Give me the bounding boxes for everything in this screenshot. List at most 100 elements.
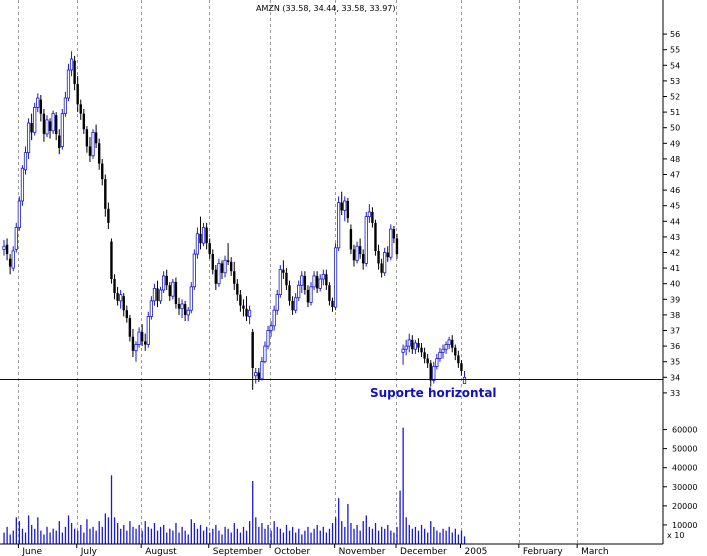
candle bbox=[51, 110, 55, 134]
candle bbox=[146, 311, 150, 348]
candle-body bbox=[294, 297, 298, 311]
price-tick-label: 53 bbox=[670, 77, 680, 86]
volume-bar bbox=[457, 534, 460, 544]
candle bbox=[137, 327, 141, 348]
volume-bar bbox=[371, 528, 374, 544]
candle-body bbox=[247, 309, 252, 317]
candle bbox=[413, 339, 417, 354]
candle-body bbox=[447, 339, 451, 345]
candle bbox=[441, 344, 445, 359]
volume-bar bbox=[144, 521, 146, 544]
candle-body bbox=[168, 285, 171, 297]
candle bbox=[158, 286, 163, 304]
volume-bar bbox=[95, 530, 97, 544]
candle-body bbox=[134, 344, 138, 352]
candle-body bbox=[183, 303, 187, 315]
candle bbox=[260, 357, 264, 381]
candle bbox=[69, 51, 74, 77]
candle bbox=[462, 371, 467, 384]
volume-bar bbox=[322, 526, 324, 544]
candle-body bbox=[288, 285, 291, 301]
volume-bar bbox=[86, 519, 88, 544]
volume-axis-ticks: 10000 20000 30000 40000 50000 60000 bbox=[663, 426, 697, 530]
volume-bar bbox=[129, 521, 131, 544]
volume-bar bbox=[350, 523, 352, 544]
volume-bar bbox=[181, 526, 183, 544]
candle bbox=[361, 249, 365, 270]
candle bbox=[429, 360, 432, 387]
candle-body bbox=[14, 227, 18, 250]
volume-bar bbox=[141, 530, 143, 544]
candle bbox=[101, 158, 104, 186]
candle bbox=[343, 196, 347, 222]
candle-body bbox=[312, 275, 316, 288]
candle bbox=[346, 197, 350, 223]
volume-tick-label: 30000 bbox=[672, 483, 697, 492]
candle-body bbox=[140, 332, 144, 342]
candle bbox=[245, 296, 248, 322]
candle-body bbox=[101, 163, 104, 180]
volume-bar bbox=[319, 530, 321, 544]
volume-bar bbox=[436, 530, 438, 544]
volume-bar bbox=[166, 532, 168, 544]
volume-bar bbox=[430, 521, 432, 544]
volume-bar bbox=[396, 526, 398, 544]
candle bbox=[278, 264, 282, 298]
candle bbox=[125, 305, 128, 323]
volume-bar bbox=[104, 513, 107, 544]
volume-bar bbox=[399, 490, 401, 544]
volume-bar bbox=[215, 524, 217, 544]
volume-bar bbox=[193, 523, 196, 544]
candle-body bbox=[171, 281, 175, 297]
price-tick-label: 42 bbox=[670, 249, 680, 258]
candle bbox=[180, 299, 184, 319]
candle bbox=[156, 280, 159, 308]
candle-body bbox=[438, 351, 442, 359]
candle-body bbox=[242, 305, 245, 309]
candle bbox=[312, 271, 316, 290]
candle bbox=[435, 353, 439, 370]
candle bbox=[2, 240, 6, 256]
candle bbox=[211, 249, 214, 275]
candle bbox=[438, 347, 442, 362]
candle bbox=[444, 341, 448, 354]
candle-body bbox=[386, 252, 389, 258]
volume-bar bbox=[460, 530, 463, 544]
volume-bar bbox=[258, 526, 260, 544]
candle-body bbox=[435, 358, 439, 367]
candle-body bbox=[137, 331, 141, 345]
candle-body bbox=[180, 303, 184, 310]
candle-body bbox=[462, 376, 467, 384]
volume-bar bbox=[6, 526, 8, 544]
price-tick-label: 39 bbox=[670, 295, 680, 304]
candle bbox=[454, 344, 457, 361]
candle bbox=[371, 207, 374, 228]
candle-body bbox=[251, 332, 254, 368]
candle-body bbox=[358, 246, 362, 255]
volume-bar bbox=[175, 523, 177, 544]
candle bbox=[195, 227, 200, 259]
candle bbox=[229, 257, 233, 276]
volume-bar bbox=[21, 528, 24, 544]
price-tick-label: 45 bbox=[670, 202, 680, 211]
candle bbox=[352, 244, 356, 267]
candle bbox=[88, 137, 92, 163]
candle-body bbox=[205, 227, 208, 244]
candle bbox=[285, 268, 288, 290]
volume-bar bbox=[334, 517, 337, 544]
candle bbox=[294, 293, 298, 314]
month-label: December bbox=[400, 547, 447, 556]
volume-bar bbox=[442, 528, 444, 544]
month-label: June bbox=[21, 547, 42, 556]
candle-body bbox=[26, 122, 31, 154]
candle bbox=[39, 94, 43, 122]
volume-bar bbox=[187, 534, 189, 544]
candle-body bbox=[407, 339, 411, 347]
volume-bar bbox=[423, 528, 426, 544]
volume-bar bbox=[116, 523, 119, 544]
candle-body bbox=[149, 300, 153, 317]
volume-bar bbox=[92, 526, 94, 544]
candle bbox=[186, 307, 190, 322]
volume-tick-label: 10000 bbox=[672, 521, 697, 530]
candle bbox=[392, 225, 396, 244]
